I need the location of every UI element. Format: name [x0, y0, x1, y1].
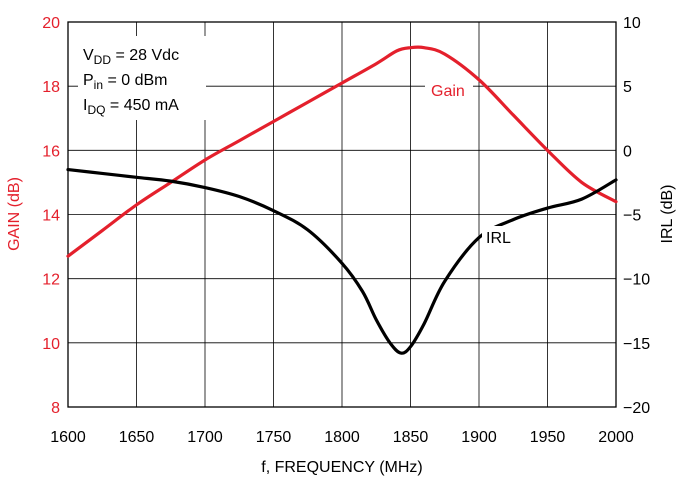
irl-label-bg	[482, 226, 518, 248]
x-axis-title: f, FREQUENCY (MHz)	[261, 459, 422, 476]
y-right-tick-label: −10	[623, 272, 650, 289]
series-line-irl	[66, 167, 618, 355]
y-left-axis-title: GAIN (dB)	[6, 177, 23, 251]
x-tick-label: 1750	[256, 429, 292, 446]
x-tick-label: 1700	[187, 429, 223, 446]
annotation-pin: Pin = 0 dBm	[83, 72, 168, 92]
y-left-tick-label: 12	[42, 272, 60, 289]
gain-label-bg	[425, 79, 473, 101]
x-tick-label: 1600	[50, 429, 86, 446]
annotation-idq: IDQ = 450 mA	[83, 97, 179, 117]
y-right-tick-label: 10	[623, 15, 641, 32]
annotation-box	[78, 36, 206, 120]
x-tick-label: 1950	[530, 429, 566, 446]
x-tick-label: 1650	[119, 429, 155, 446]
annotation-idq-sub: DQ	[87, 103, 105, 117]
y-right-tick-label: 0	[623, 143, 632, 160]
y-left-tick-label: 20	[42, 15, 60, 32]
y-right-tick-label: −20	[623, 400, 650, 417]
annotation-idq-main: I	[83, 97, 87, 114]
y-left-tick-label: 18	[42, 79, 60, 96]
annotation-vdd: VDD = 28 Vdc	[83, 47, 179, 67]
plot-frame	[67, 21, 617, 408]
series-label-irl: IRL	[486, 230, 511, 247]
y-right-tick-label: −5	[623, 208, 641, 225]
y-right-axis-title: IRL (dB)	[659, 185, 676, 244]
annotation-idq-rest: = 450 mA	[105, 97, 179, 114]
y-left-tick-label: 14	[42, 208, 60, 225]
x-tick-label: 1800	[324, 429, 360, 446]
y-left-tick-label: 16	[42, 143, 60, 160]
annotation-vdd-sub: DD	[94, 53, 112, 67]
y-right-tick-label: 5	[623, 79, 632, 96]
x-tick-labels: 1600 1650 1700 1750 1800 1850 1900 1950 2000	[50, 429, 634, 446]
y-left-tick-labels: 8 10 12 14 16 18 20	[42, 15, 60, 417]
x-tick-label: 1900	[461, 429, 497, 446]
annotation-pin-rest: = 0 dBm	[103, 72, 167, 89]
annotation-pin-sub: in	[94, 78, 103, 92]
y-right-tick-label: −15	[623, 336, 650, 353]
annotation-vdd-rest: = 28 Vdc	[111, 47, 179, 64]
x-tick-label: 2000	[598, 429, 634, 446]
y-left-tick-label: 8	[51, 400, 60, 417]
series-lines	[66, 45, 618, 355]
series-label-gain: Gain	[431, 83, 465, 100]
x-tick-label: 1850	[393, 429, 429, 446]
y-right-tick-labels: −20 −15 −10 −5 0 5 10	[623, 15, 650, 417]
y-left-tick-label: 10	[42, 336, 60, 353]
annotation-pin-main: P	[83, 72, 94, 89]
annotation-vdd-main: V	[83, 47, 94, 64]
